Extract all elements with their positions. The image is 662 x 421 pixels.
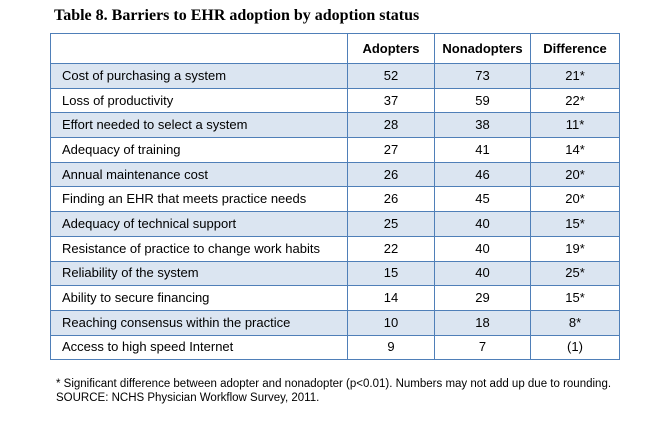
- adopters-value: 9: [347, 334, 435, 361]
- row-label: Cost of purchasing a system: [50, 63, 348, 89]
- nonadopters-value: 40: [434, 235, 531, 262]
- difference-value: 8*: [530, 309, 620, 336]
- table-row: Adequacy of technical support 25 40 15*: [50, 211, 620, 237]
- difference-value: 14*: [530, 137, 620, 163]
- nonadopters-value: 46: [434, 161, 531, 188]
- adopters-value: 26: [347, 186, 435, 213]
- row-label: Resistance of practice to change work ha…: [50, 235, 348, 262]
- table-row: Cost of purchasing a system 52 73 21*: [50, 63, 620, 89]
- nonadopters-value: 18: [434, 309, 531, 336]
- table-caption: Table 8. Barriers to EHR adoption by ado…: [54, 7, 420, 24]
- table-row: Reaching consensus within the practice 1…: [50, 309, 620, 336]
- table-row: Finding an EHR that meets practice needs…: [50, 186, 620, 213]
- row-label: Ability to secure financing: [50, 285, 348, 311]
- adopters-value: 10: [347, 309, 435, 336]
- difference-value: 15*: [530, 285, 620, 311]
- table-row: Ability to secure financing 14 29 15*: [50, 285, 620, 311]
- row-label: Adequacy of technical support: [50, 211, 348, 237]
- nonadopters-value: 73: [434, 63, 531, 89]
- row-label: Effort needed to select a system: [50, 112, 348, 139]
- row-label: Loss of productivity: [50, 87, 348, 114]
- difference-value: 15*: [530, 211, 620, 237]
- nonadopters-value: 59: [434, 87, 531, 114]
- row-label: Adequacy of training: [50, 137, 348, 163]
- difference-value: 11*: [530, 112, 620, 139]
- row-label: Finding an EHR that meets practice needs: [50, 186, 348, 213]
- barriers-table: Adopters Nonadopters Difference Cost of …: [50, 33, 620, 361]
- table-row: Access to high speed Internet 9 7 (1): [50, 334, 620, 361]
- difference-value: 21*: [530, 63, 620, 89]
- difference-value: (1): [530, 334, 620, 361]
- nonadopters-value: 29: [434, 285, 531, 311]
- table-header-row: Adopters Nonadopters Difference: [50, 33, 620, 64]
- nonadopters-value: 38: [434, 112, 531, 139]
- adopters-value: 15: [347, 260, 435, 287]
- header-nonadopters: Nonadopters: [434, 33, 531, 64]
- adopters-value: 26: [347, 161, 435, 188]
- nonadopters-value: 41: [434, 137, 531, 163]
- row-label: Annual maintenance cost: [50, 161, 348, 188]
- header-label: [50, 33, 348, 64]
- row-label: Access to high speed Internet: [50, 334, 348, 361]
- table-row: Adequacy of training 27 41 14*: [50, 137, 620, 163]
- adopters-value: 14: [347, 285, 435, 311]
- header-difference: Difference: [530, 33, 620, 64]
- difference-value: 22*: [530, 87, 620, 114]
- table-row: Reliability of the system 15 40 25*: [50, 260, 620, 287]
- source-footnote: SOURCE: NCHS Physician Workflow Survey, …: [56, 392, 320, 404]
- difference-value: 19*: [530, 235, 620, 262]
- table-row: Annual maintenance cost 26 46 20*: [50, 161, 620, 188]
- difference-value: 20*: [530, 186, 620, 213]
- header-adopters: Adopters: [347, 33, 435, 64]
- nonadopters-value: 45: [434, 186, 531, 213]
- nonadopters-value: 7: [434, 334, 531, 361]
- adopters-value: 22: [347, 235, 435, 262]
- adopters-value: 28: [347, 112, 435, 139]
- row-label: Reliability of the system: [50, 260, 348, 287]
- table-row: Effort needed to select a system 28 38 1…: [50, 112, 620, 139]
- adopters-value: 27: [347, 137, 435, 163]
- difference-value: 25*: [530, 260, 620, 287]
- nonadopters-value: 40: [434, 260, 531, 287]
- nonadopters-value: 40: [434, 211, 531, 237]
- significance-footnote: * Significant difference between adopter…: [56, 378, 612, 390]
- row-label: Reaching consensus within the practice: [50, 309, 348, 336]
- adopters-value: 25: [347, 211, 435, 237]
- table-row: Loss of productivity 37 59 22*: [50, 87, 620, 114]
- difference-value: 20*: [530, 161, 620, 188]
- table-row: Resistance of practice to change work ha…: [50, 235, 620, 262]
- adopters-value: 37: [347, 87, 435, 114]
- adopters-value: 52: [347, 63, 435, 89]
